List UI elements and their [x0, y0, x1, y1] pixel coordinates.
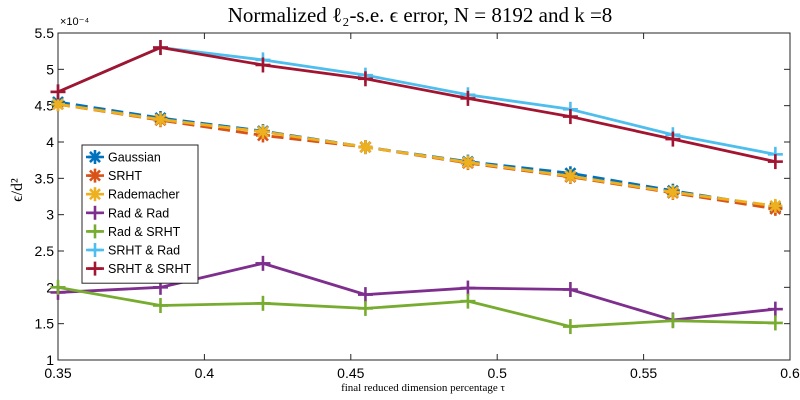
data-point-marker — [665, 313, 681, 329]
data-point-marker — [152, 40, 168, 56]
data-point-marker — [357, 71, 373, 87]
data-point-marker — [51, 97, 65, 112]
y-tick-label: 4.5 — [35, 98, 55, 114]
y-tick-label: 3 — [46, 207, 54, 223]
data-point-marker — [665, 131, 681, 147]
legend-label: SRHT — [108, 169, 142, 183]
data-point-marker — [768, 198, 783, 213]
series-line — [57, 285, 776, 328]
legend-label: Gaussian — [108, 151, 161, 165]
data-point-marker — [50, 84, 66, 100]
data-point-marker — [357, 287, 373, 303]
y-tick-label: 4 — [46, 134, 54, 150]
data-point-marker — [255, 295, 271, 311]
y-tick-label: 1 — [46, 352, 54, 368]
legend-label: Rademacher — [108, 188, 180, 202]
series-srht-srht — [50, 40, 783, 170]
x-axis-label: final reduced dimension percentage τ — [341, 382, 505, 394]
legend-item: Rad & SRHT — [86, 224, 181, 239]
x-tick-label: 0.6 — [780, 365, 800, 381]
legend-item: Rademacher — [86, 187, 180, 202]
data-point-marker — [50, 279, 66, 295]
data-point-marker — [88, 168, 102, 183]
data-point-marker — [563, 169, 578, 184]
data-point-marker — [767, 301, 783, 317]
legend: Gaussian SRHT Rademacher Rad & Rad Rad & SRH… — [81, 144, 199, 284]
x-tick-label: 0.5 — [487, 365, 507, 381]
y-tick-label: 2.5 — [35, 243, 55, 259]
series-line — [57, 102, 776, 208]
legend-item: SRHT — [86, 168, 142, 183]
legend-item: SRHT & Rad — [86, 243, 180, 258]
data-point-marker — [255, 124, 270, 139]
series-layer — [50, 40, 783, 335]
data-point-marker — [460, 155, 475, 170]
data-point-marker — [562, 109, 578, 125]
legend-label: SRHT & Rad — [108, 244, 180, 258]
data-point-marker — [88, 187, 102, 202]
data-point-marker — [358, 140, 373, 155]
y-tick-label: 1.5 — [35, 316, 55, 332]
data-point-marker — [152, 298, 168, 313]
data-point-marker — [665, 185, 680, 200]
legend-label: Rad & Rad — [108, 206, 169, 220]
data-point-marker — [460, 90, 476, 106]
data-point-marker — [88, 205, 102, 220]
data-point-marker — [357, 300, 373, 316]
legend-label: SRHT & SRHT — [108, 262, 191, 276]
data-point-marker — [460, 293, 476, 309]
y-tick-label: 3.5 — [35, 170, 55, 186]
y-tick-label: 5.5 — [35, 25, 55, 41]
data-point-marker — [88, 261, 102, 276]
data-point-marker — [562, 319, 578, 335]
y-axis-label: ϵ/d² — [9, 178, 26, 202]
x-tick-label: 0.35 — [44, 365, 71, 381]
data-point-marker — [255, 57, 271, 73]
series-rad-srht — [50, 279, 783, 335]
chart-title: Normalized ℓ₂-s.e. ϵ error, N = 8192 and… — [228, 3, 613, 27]
legend-item: Gaussian — [86, 150, 161, 165]
data-point-marker — [255, 255, 271, 271]
data-point-marker — [88, 150, 102, 164]
data-point-marker — [153, 112, 168, 127]
data-point-marker — [767, 315, 783, 331]
x-tick-label: 0.45 — [337, 365, 364, 381]
y-tick-label: 5 — [46, 61, 54, 77]
y-axis-exponent: ×10⁻⁴ — [60, 16, 89, 28]
series-rademacher — [51, 97, 783, 213]
data-point-marker — [562, 282, 578, 298]
series-line — [57, 46, 776, 163]
data-point-marker — [460, 280, 476, 296]
data-point-marker — [767, 154, 783, 170]
x-tick-label: 0.55 — [630, 365, 657, 381]
legend-item: SRHT & SRHT — [86, 261, 191, 276]
y-tick-label: 2 — [46, 279, 54, 295]
legend-item: Rad & Rad — [86, 205, 169, 220]
x-tick-label: 0.4 — [195, 365, 215, 381]
axes: 0.35 0.4 0.45 0.5 0.55 0.6 1 1.5 2 2.5 3 3.5 4 4.5 5 5.… — [35, 25, 800, 381]
data-point-marker — [88, 243, 102, 257]
legend-label: Rad & SRHT — [108, 225, 181, 239]
plot-frame — [57, 32, 791, 361]
data-point-marker — [88, 224, 102, 239]
